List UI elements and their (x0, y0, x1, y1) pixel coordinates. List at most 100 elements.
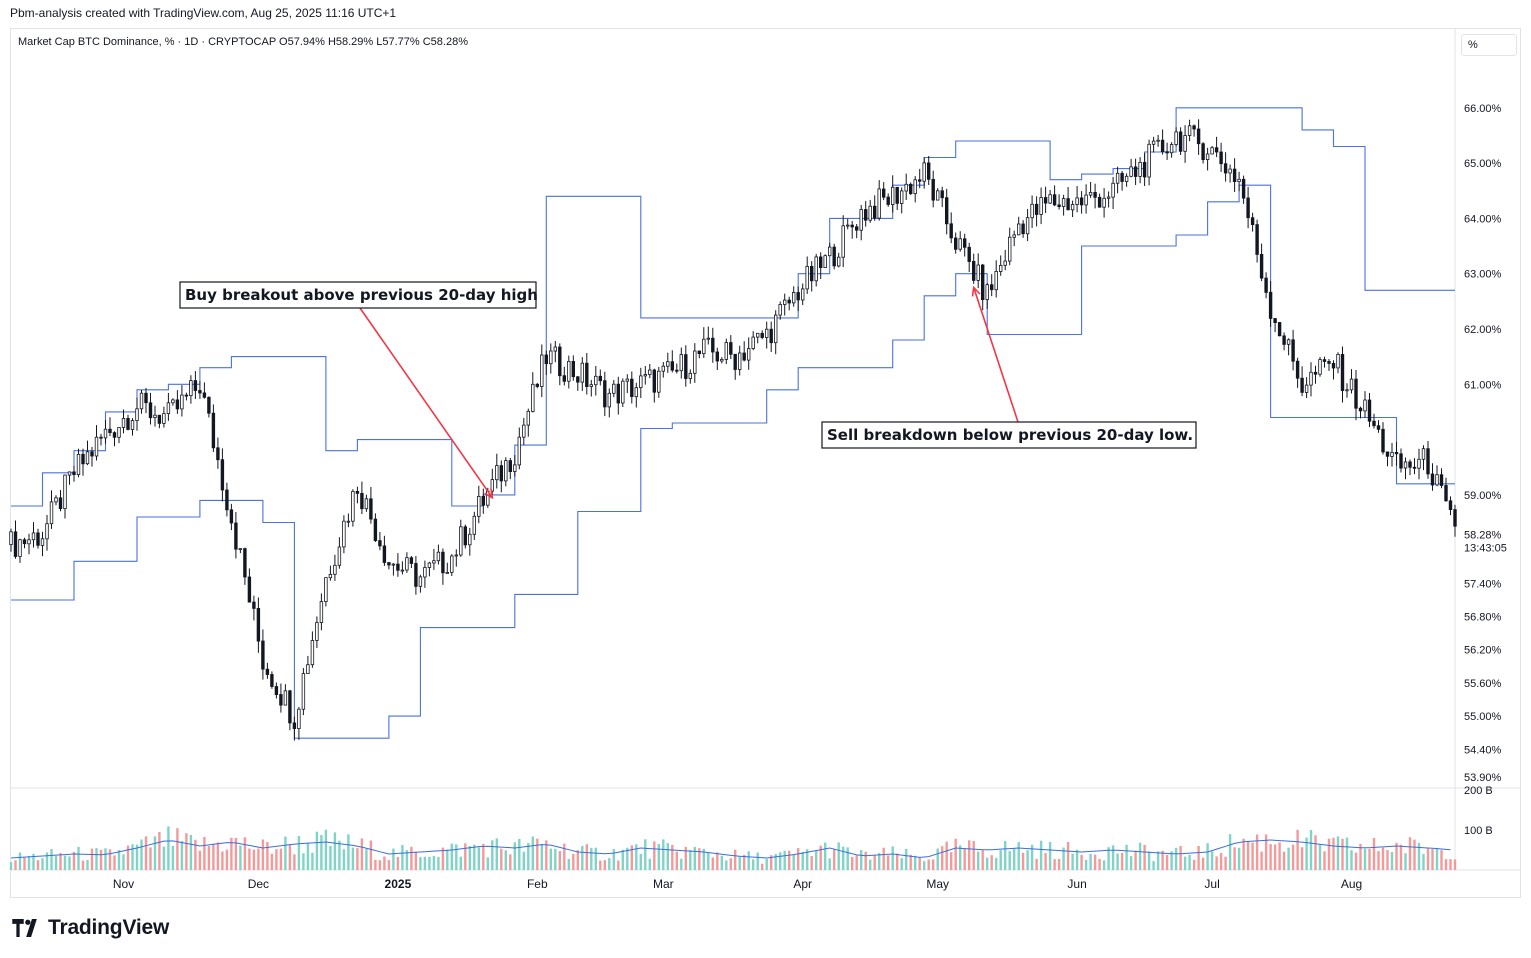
chart-credit: Pbm-analysis created with TradingView.co… (10, 6, 397, 20)
candle-body (814, 256, 818, 282)
volume-bar (761, 863, 764, 870)
volume-bar (558, 851, 561, 870)
volume-bar (365, 848, 368, 870)
volume-bar (117, 850, 121, 870)
volume-bar (954, 838, 957, 870)
symbol-legend[interactable]: Market Cap BTC Dominance, % · 1D · CRYPT… (18, 36, 468, 48)
candle-body (508, 460, 512, 473)
candle-body (594, 375, 598, 386)
candle-body (472, 515, 476, 535)
candle-body (423, 567, 427, 578)
price-tick-label: 65.00% (1464, 158, 1502, 170)
candle-body (972, 260, 976, 281)
volume-bar (932, 859, 935, 870)
volume-pane (9, 826, 1457, 870)
candle-body (148, 402, 153, 419)
candle-body (1160, 139, 1165, 152)
tradingview-logo-icon (12, 919, 37, 937)
candle-body (139, 392, 144, 410)
volume-bar (702, 848, 705, 870)
candle-body (517, 436, 521, 466)
volume-bar (491, 840, 494, 870)
candle-body (1354, 378, 1358, 409)
annotation-text: Buy breakout above previous 20-day high (185, 286, 538, 304)
volume-bar (1147, 851, 1151, 870)
candle-body (414, 563, 418, 587)
candle-body (544, 354, 548, 365)
volume-bar (828, 858, 831, 870)
candle-body (1066, 198, 1070, 211)
volume-bar (464, 843, 467, 870)
candle-body (904, 183, 908, 192)
volume-bar (770, 855, 773, 870)
candle-body (1214, 147, 1219, 153)
bar-countdown: 13:43:05 (1464, 543, 1507, 555)
volume-bar (360, 838, 364, 870)
candle-body (873, 205, 877, 219)
candle-body (481, 495, 485, 506)
candle-body (45, 523, 49, 540)
candle-body (1268, 291, 1273, 319)
candle-body (324, 577, 328, 602)
candle-body (747, 348, 751, 361)
volume-bar (495, 838, 498, 870)
volume-bar (432, 855, 436, 870)
volume-bar (401, 845, 404, 870)
candle-body (1381, 428, 1385, 453)
volume-bar (1264, 834, 1268, 870)
candle-body (40, 538, 45, 546)
volume-bar (716, 852, 719, 870)
candle-body (607, 392, 611, 408)
candle-body (994, 270, 998, 291)
candle-body (648, 369, 652, 375)
volume-bar (1013, 848, 1016, 870)
candle-body (846, 224, 850, 227)
volume-bar (1453, 859, 1457, 870)
candle-body (63, 474, 67, 510)
price-unit-button[interactable]: % (1461, 34, 1517, 56)
volume-bar (468, 846, 471, 870)
candle-body (909, 183, 913, 195)
candle-body (1426, 448, 1430, 475)
candle-body (580, 362, 584, 383)
candle-body (1165, 151, 1169, 154)
candle-body (180, 394, 184, 410)
candle-body (18, 539, 22, 557)
brand-footer[interactable]: TradingView (12, 915, 169, 941)
candle-body (864, 209, 868, 221)
volume-bar (279, 848, 283, 870)
candle-body (1017, 223, 1021, 236)
volume-bar (567, 859, 570, 870)
volume-bar (1138, 842, 1142, 870)
volume-bar (1107, 847, 1110, 870)
volume-bar (1017, 842, 1020, 870)
volume-bar (1381, 847, 1385, 870)
volume-bar (675, 851, 678, 870)
volume-bar (720, 855, 723, 870)
candle-body (36, 532, 40, 546)
volume-bar (203, 837, 206, 870)
volume-bar (1404, 853, 1407, 870)
volume-bar (1093, 854, 1097, 870)
volume-bar (923, 861, 926, 870)
candle-body (1237, 178, 1241, 183)
volume-bar (1336, 836, 1340, 870)
volume-bar (1179, 846, 1182, 870)
candle-body (859, 209, 863, 231)
candle-body (868, 205, 872, 221)
volume-bar (18, 852, 22, 870)
candle-body (562, 375, 566, 382)
candle-body (9, 531, 13, 545)
volume-bar (482, 843, 485, 870)
candle-body (1025, 217, 1030, 235)
candle-body (1246, 197, 1250, 219)
volume-bar (59, 853, 62, 870)
candle-body (153, 414, 157, 419)
volume-tick-label: 100 B (1464, 825, 1493, 837)
candle-body (85, 451, 90, 465)
candle-body (639, 375, 643, 388)
candle-body (841, 225, 845, 258)
volume-bar (1192, 859, 1196, 870)
candle-body (1223, 163, 1228, 174)
